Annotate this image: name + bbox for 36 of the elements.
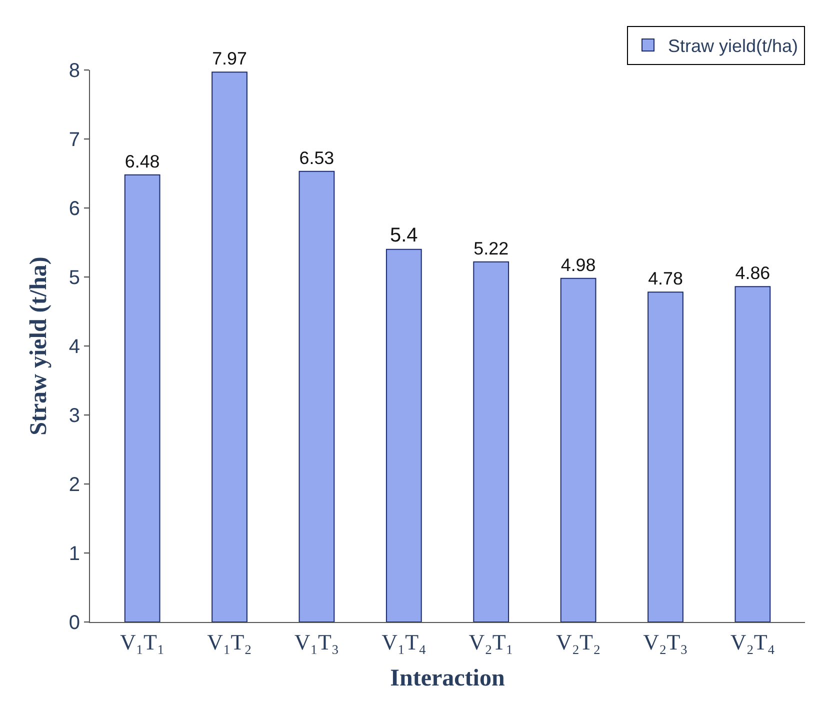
- x-tick-label: V₂T₁: [468, 629, 514, 654]
- x-tick-label: V₁T₄: [382, 629, 426, 654]
- y-tick-label: 3: [68, 405, 80, 427]
- y-tick-label: 4: [68, 336, 80, 358]
- y-tick-label: 7: [68, 129, 80, 151]
- data-label: 7.97: [212, 48, 247, 69]
- data-label: 4.98: [560, 254, 596, 275]
- bar: [212, 72, 248, 622]
- x-tick-label: V₂T₃: [643, 629, 688, 654]
- legend-label: Straw yield(t/ha): [668, 36, 798, 56]
- bar: [734, 286, 771, 622]
- x-tick-label: V₁T₃: [294, 629, 340, 654]
- data-label: 5.4: [390, 224, 418, 246]
- data-label: 4.78: [648, 268, 683, 289]
- bar: [648, 292, 684, 622]
- y-axis-title: Straw yield (t/ha): [26, 256, 52, 436]
- data-label: 5.22: [474, 238, 509, 258]
- y-tick-label: 1: [68, 543, 80, 565]
- y-tick-label: 5: [68, 267, 80, 289]
- bar: [473, 261, 510, 622]
- data-label: 4.86: [735, 263, 770, 284]
- y-tick-label: 6: [68, 198, 80, 220]
- x-tick-label: V₂T₄: [730, 629, 776, 654]
- y-tick-label: 0: [68, 612, 80, 634]
- y-tick-label: 8: [68, 60, 80, 82]
- x-tick-label: V₁T₂: [207, 629, 252, 654]
- x-axis-title: Interaction: [390, 666, 505, 692]
- data-label: 6.53: [299, 148, 334, 168]
- bar: [386, 248, 422, 622]
- x-tick-label: V₁T₁: [120, 629, 165, 654]
- y-tick-label: 2: [68, 474, 80, 496]
- data-label: 6.48: [124, 151, 160, 172]
- x-tick-label: V₂T₂: [556, 629, 601, 654]
- bar: [124, 174, 160, 622]
- bar: [298, 170, 335, 622]
- bar: [560, 278, 596, 622]
